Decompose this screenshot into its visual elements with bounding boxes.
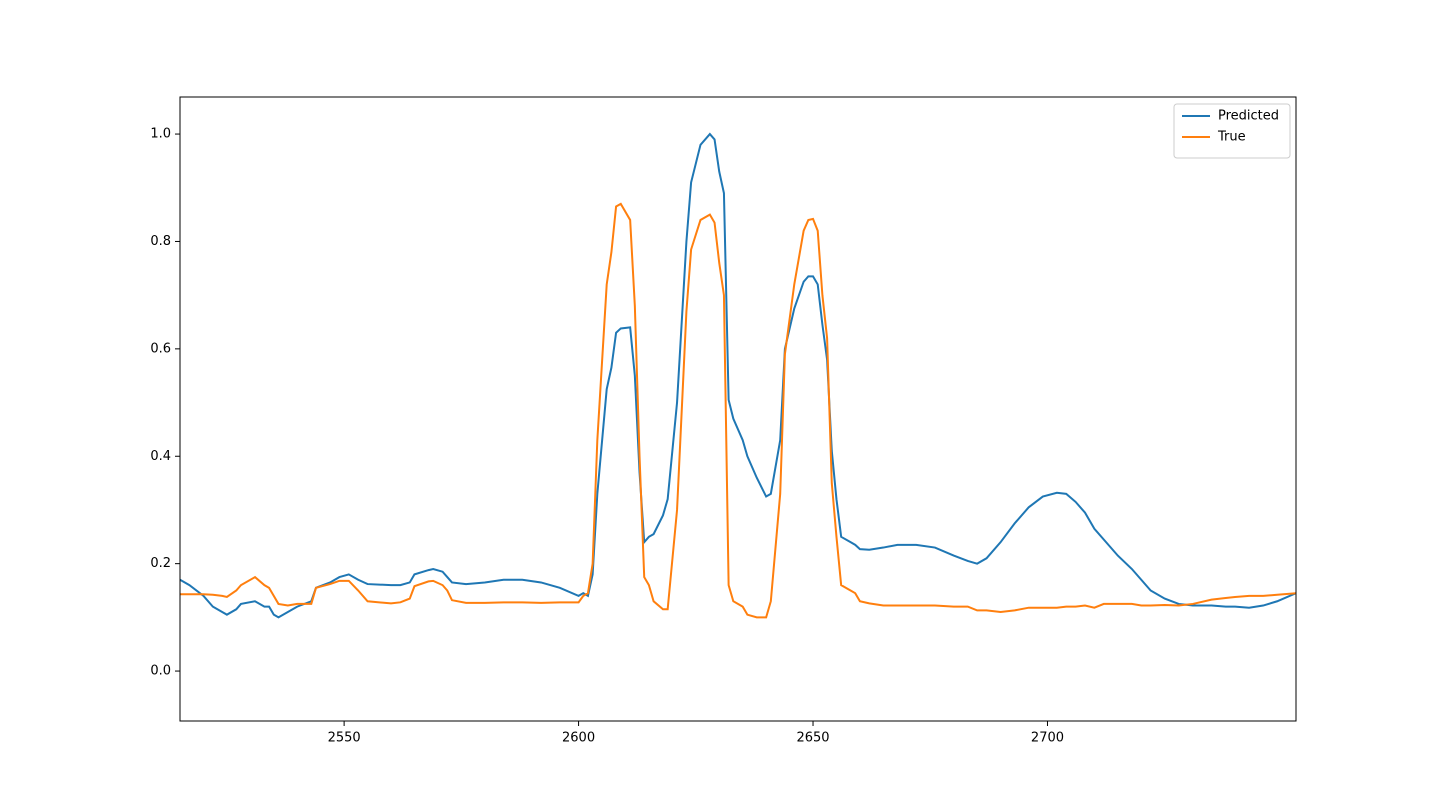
y-tick-label: 0.8: [150, 234, 171, 249]
y-tick-label: 0.6: [150, 341, 171, 356]
series-line: [180, 132, 1296, 619]
x-tick-label: 2650: [796, 731, 829, 746]
x-tick-label: 2550: [328, 731, 361, 746]
y-tick-label: 0.2: [150, 556, 171, 571]
legend-label: True: [1217, 130, 1246, 145]
plot-frame: [179, 96, 1297, 722]
legend-label: Predicted: [1218, 109, 1279, 124]
y-tick-label: 0.0: [150, 664, 171, 679]
series-line: [180, 202, 1296, 619]
x-tick-label: 2600: [562, 731, 595, 746]
legend-box: [1173, 103, 1291, 159]
x-tick-label: 2700: [1031, 731, 1064, 746]
y-tick-label: 1.0: [150, 127, 171, 142]
y-tick-label: 0.4: [150, 449, 171, 464]
